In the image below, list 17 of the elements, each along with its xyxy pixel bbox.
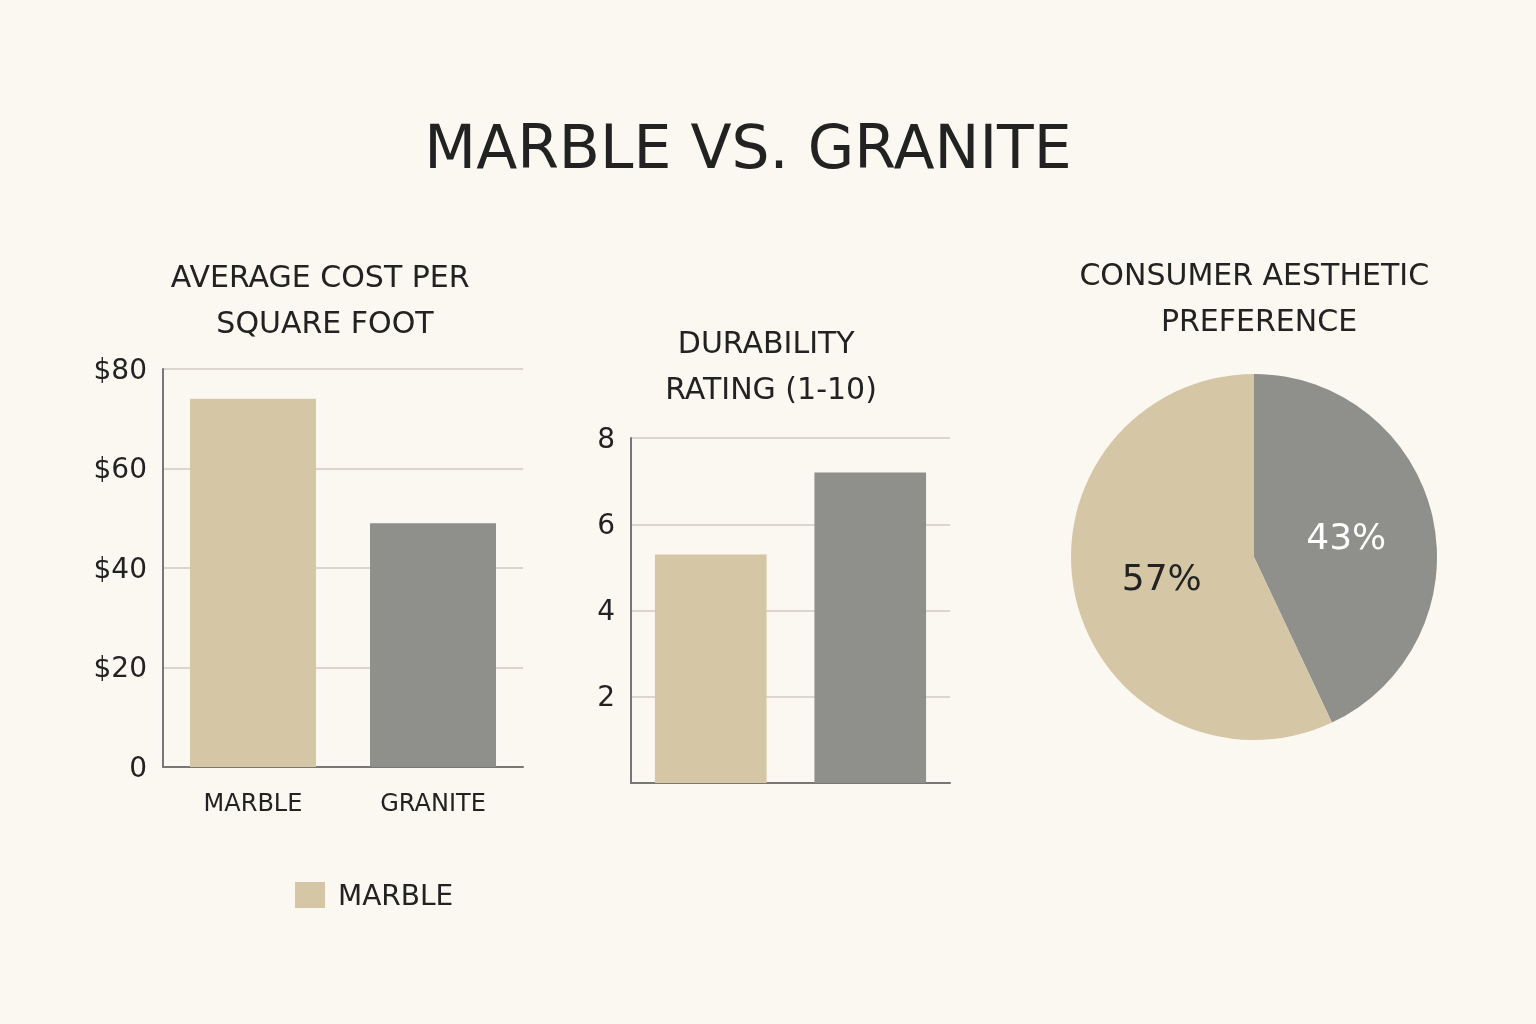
y-tick-label: $20 bbox=[93, 651, 147, 684]
y-tick-label: 6 bbox=[597, 507, 615, 541]
y-tick-label: 8 bbox=[597, 421, 615, 455]
chart-title: DURABILITY RATING (1-10) bbox=[665, 324, 877, 407]
x-tick-label: GRANITE bbox=[380, 789, 486, 817]
y-tick-label: 4 bbox=[597, 594, 615, 627]
data-label: 43% bbox=[1306, 515, 1387, 557]
text: MARBLE VS. GRANITE bbox=[424, 111, 1072, 182]
data-label: 57% bbox=[1121, 557, 1202, 599]
y-tick-label: $80 bbox=[93, 352, 147, 386]
y-tick-label: $40 bbox=[93, 551, 147, 585]
chart-subtitle: AVERAGE COST PER SQUARE FOOT bbox=[170, 258, 480, 341]
y-tick-label: 2 bbox=[597, 680, 615, 714]
legend-label: MARBLE bbox=[338, 878, 454, 912]
chart-title: CONSUMER AESTHETIC PREFERENCE bbox=[1079, 256, 1439, 339]
y-tick-label: $60 bbox=[93, 452, 147, 485]
y-tick-label: 0 bbox=[129, 750, 147, 784]
